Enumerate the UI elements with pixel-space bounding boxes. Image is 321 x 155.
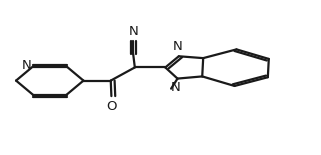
Text: N: N <box>128 25 138 38</box>
Text: N: N <box>172 40 182 53</box>
Text: N: N <box>22 59 32 72</box>
Text: O: O <box>106 100 117 113</box>
Text: N: N <box>171 81 181 94</box>
